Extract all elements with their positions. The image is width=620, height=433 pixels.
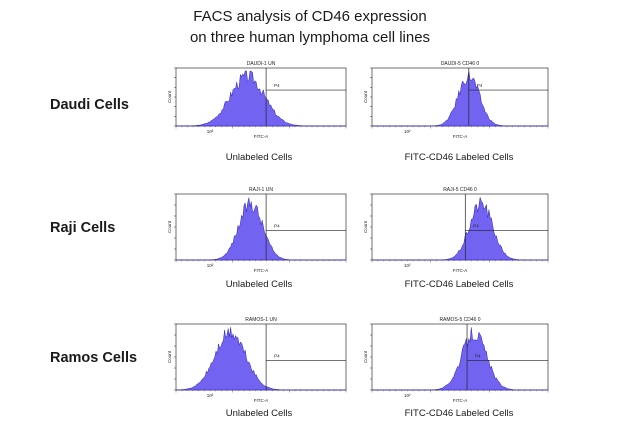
x-tick-label: 10² bbox=[404, 263, 411, 268]
y-axis-label: Count bbox=[167, 90, 172, 103]
x-tick-label: 10² bbox=[404, 393, 411, 398]
gate-label: P4 bbox=[473, 223, 479, 228]
x-tick-label: 10² bbox=[207, 393, 214, 398]
histogram-series bbox=[175, 327, 346, 391]
histogram-series bbox=[372, 327, 548, 391]
histogram-series bbox=[176, 197, 346, 261]
histogram-series bbox=[372, 197, 548, 261]
histogram-series bbox=[175, 70, 346, 127]
gate-label: P4 bbox=[477, 83, 483, 88]
y-axis-label: Count bbox=[363, 90, 368, 103]
panel-title: RAMOS-5 CD46 0 bbox=[439, 317, 480, 323]
histogram-panel-ramos-labeled: RAMOS-5 CD46 0 Count 10² FITC-A P4 bbox=[363, 317, 549, 403]
x-axis-label: FITC-A bbox=[254, 134, 269, 139]
x-axis-label: FITC-A bbox=[453, 398, 468, 403]
x-tick-label: 10² bbox=[207, 129, 214, 134]
x-axis-label: FITC-A bbox=[254, 268, 269, 273]
panel-title: DAUDI-1 UN bbox=[247, 61, 276, 67]
figure-title-line-2: on three human lymphoma cell lines bbox=[189, 29, 431, 46]
caption-raji-labeled: FITC-CD46 Labeled Cells bbox=[404, 279, 514, 290]
caption-ramos-unlabeled: Unlabeled Cells bbox=[225, 408, 293, 419]
caption-raji-unlabeled: Unlabeled Cells bbox=[225, 279, 293, 290]
row-label-raji: Raji Cells bbox=[50, 220, 116, 236]
histogram-panel-ramos-unlabeled: RAMOS-1 UN Count 10² FITC-A P4 bbox=[167, 317, 347, 403]
row-label-ramos: Ramos Cells bbox=[50, 350, 138, 366]
gate-label: P4 bbox=[475, 353, 481, 358]
row-label-daudi: Daudi Cells bbox=[50, 97, 129, 113]
caption-daudi-labeled: FITC-CD46 Labeled Cells bbox=[404, 152, 514, 163]
panel-title: RAMOS-1 UN bbox=[245, 317, 277, 323]
y-axis-label: Count bbox=[167, 220, 172, 233]
x-axis-label: FITC-A bbox=[254, 398, 269, 403]
x-axis-label: FITC-A bbox=[453, 268, 468, 273]
histogram-series bbox=[372, 70, 548, 127]
plot-frame bbox=[371, 193, 549, 261]
figure-title-line-1: FACS analysis of CD46 expression bbox=[193, 8, 427, 25]
histogram-panel-raji-labeled: RAJI-5 CD46 0 Count 10² FITC-A P4 bbox=[363, 187, 549, 273]
gate-label: P4 bbox=[274, 83, 280, 88]
caption-daudi-unlabeled: Unlabeled Cells bbox=[225, 152, 293, 163]
x-tick-label: 10² bbox=[207, 263, 214, 268]
x-axis-label: FITC-A bbox=[453, 134, 468, 139]
histogram-panel-daudi-labeled: DAUDI-5 CD46 0 Count 10² FITC-A P4 bbox=[363, 61, 549, 139]
panel-title: RAJI-5 CD46 0 bbox=[443, 187, 477, 193]
panel-title: RAJI-1 UN bbox=[249, 187, 273, 193]
x-tick-label: 10² bbox=[404, 129, 411, 134]
caption-ramos-labeled: FITC-CD46 Labeled Cells bbox=[404, 408, 514, 419]
figure-title: FACS analysis of CD46 expression on thre… bbox=[0, 6, 620, 48]
y-axis-label: Count bbox=[363, 220, 368, 233]
gate-label: P4 bbox=[274, 223, 280, 228]
histogram-panel-raji-unlabeled: RAJI-1 UN Count 10² FITC-A P4 bbox=[167, 187, 347, 273]
panel-title: DAUDI-5 CD46 0 bbox=[441, 61, 480, 67]
histogram-panel-daudi-unlabeled: DAUDI-1 UN Count 10² FITC-A P4 bbox=[167, 61, 347, 139]
gate-label: P4 bbox=[274, 353, 280, 358]
y-axis-label: Count bbox=[363, 350, 368, 363]
y-axis-label: Count bbox=[167, 350, 172, 363]
